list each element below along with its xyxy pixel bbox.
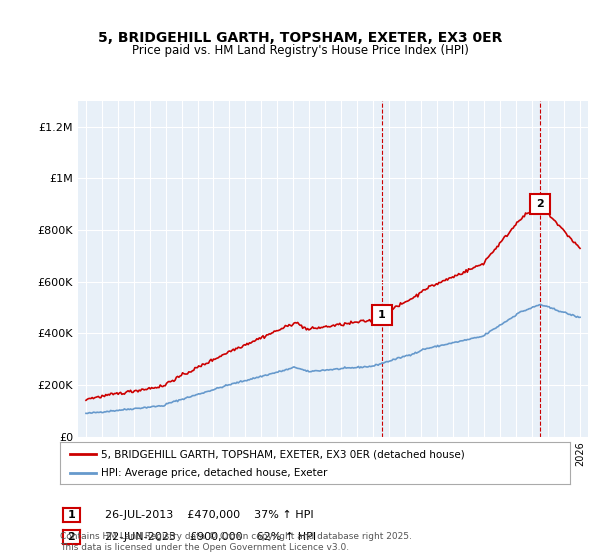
Text: 22-JUN-2023    £900,000    62% ↑ HPI: 22-JUN-2023 £900,000 62% ↑ HPI [105, 531, 316, 542]
Text: 1: 1 [378, 310, 386, 320]
Text: Price paid vs. HM Land Registry's House Price Index (HPI): Price paid vs. HM Land Registry's House … [131, 44, 469, 57]
Text: 2: 2 [68, 532, 75, 542]
Text: Contains HM Land Registry data © Crown copyright and database right 2025.
This d: Contains HM Land Registry data © Crown c… [60, 532, 412, 552]
Text: 1: 1 [68, 511, 75, 520]
Text: 26-JUL-2013    £470,000    37% ↑ HPI: 26-JUL-2013 £470,000 37% ↑ HPI [105, 510, 314, 520]
Text: 5, BRIDGEHILL GARTH, TOPSHAM, EXETER, EX3 0ER (detached house): 5, BRIDGEHILL GARTH, TOPSHAM, EXETER, EX… [101, 449, 464, 459]
Text: 2: 2 [536, 199, 544, 209]
Text: 5, BRIDGEHILL GARTH, TOPSHAM, EXETER, EX3 0ER: 5, BRIDGEHILL GARTH, TOPSHAM, EXETER, EX… [98, 31, 502, 45]
Text: HPI: Average price, detached house, Exeter: HPI: Average price, detached house, Exet… [101, 468, 327, 478]
